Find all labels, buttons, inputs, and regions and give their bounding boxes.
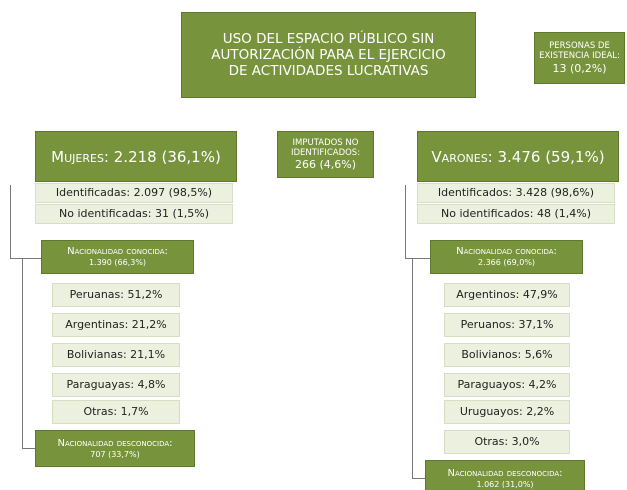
known-box: Nacionalidad conocida: 1.390 (66,3%) [41,240,194,274]
title-line: AUTORIZACIÓN PARA EL EJERCICIO [211,46,446,63]
nationality-item: Otras: 3,0% [444,430,570,454]
nationality-item: Argentinas: 21,2% [52,313,180,337]
unknown-box: Nacionalidad desconocida: 1.062 (31,0%) [425,460,585,490]
identified-box: Identificadas: 2.097 (98,5%) [35,183,233,203]
connector [405,185,406,258]
personas-line: EXISTENCIA IDEAL: [539,51,620,62]
nationality-item: Bolivianas: 21,1% [52,343,180,367]
known-value: 1.390 (66,3%) [88,258,147,268]
personas-line: PERSONAS DE [549,41,610,52]
connector [22,448,35,449]
unidentified-box: No identificados: 48 (1,4%) [417,204,615,224]
personas-box: PERSONAS DE EXISTENCIA IDEAL: 13 (0,2%) [534,32,625,84]
connector [412,258,413,478]
nationality-item: Otras: 1,7% [52,400,180,424]
title-line: DE ACTIVIDADES LUCRATIVAS [228,63,429,80]
unknown-label: Nacionalidad desconocida: [447,467,563,479]
known-box: Nacionalidad conocida: 2.366 (69,0%) [430,240,583,274]
personas-value: 13 (0,2%) [552,61,607,75]
known-value: 2.366 (69,0%) [477,258,536,268]
connector [10,258,41,259]
gender-heading: Varones: 3.476 (59,1%) [417,131,619,182]
known-label: Nacionalidad conocida: [67,246,168,258]
nationality-item: Uruguayos: 2,2% [444,400,570,424]
nationality-item: Argentinos: 47,9% [444,283,570,307]
title-line: USO DEL ESPACIO PÚBLICO SIN [222,30,435,47]
unidentified-box: No identificadas: 31 (1,5%) [35,204,233,224]
connector [10,185,11,258]
identified-box: Identificados: 3.428 (98,6%) [417,183,615,203]
connector [412,478,425,479]
connector [22,258,23,448]
nationality-item: Peruanos: 37,1% [444,313,570,337]
title-box: USO DEL ESPACIO PÚBLICO SIN AUTORIZACIÓN… [181,12,476,98]
imputados-value: 266 (4,6%) [294,158,357,172]
unknown-value: 707 (33,7%) [90,449,140,459]
imputados-box: IMPUTADOS NO IDENTIFICADOS: 266 (4,6%) [277,131,374,178]
nationality-item: Paraguayos: 4,2% [444,373,570,397]
unknown-label: Nacionalidad desconocida: [57,437,173,449]
unknown-box: Nacionalidad desconocida: 707 (33,7%) [35,430,195,467]
imputados-line: IMPUTADOS NO [292,137,359,148]
gender-heading: Mujeres: 2.218 (36,1%) [35,131,237,182]
imputados-line: IDENTIFICADOS: [290,147,361,158]
nationality-item: Bolivianos: 5,6% [444,343,570,367]
nationality-item: Peruanas: 51,2% [52,283,180,307]
known-label: Nacionalidad conocida: [456,246,557,258]
unknown-value: 1.062 (31,0%) [476,479,534,489]
connector [405,258,430,259]
nationality-item: Paraguayas: 4,8% [52,373,180,397]
